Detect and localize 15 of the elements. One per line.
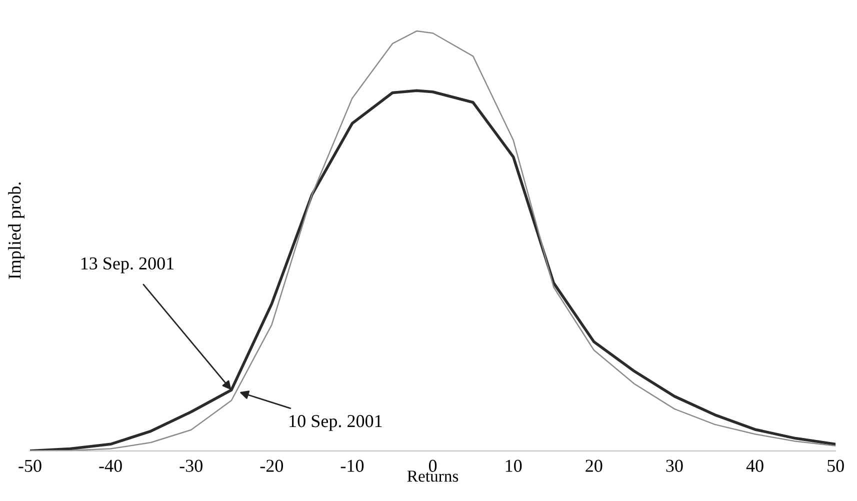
y-axis-title: Implied prob. xyxy=(8,182,24,279)
x-tick-label: -40 xyxy=(99,460,122,472)
annotation: 13 Sep. 2001 xyxy=(81,257,174,274)
annotation: 10 Sep. 2001 xyxy=(290,415,382,431)
x-tick-label: -50 xyxy=(18,460,42,472)
x-tick-label: 50 xyxy=(828,460,844,472)
x-tick-label: 30 xyxy=(666,460,683,472)
x-tick-label: 20 xyxy=(586,460,602,472)
x-tick-label: 40 xyxy=(746,460,764,472)
x-axis-title: Returns xyxy=(407,470,458,482)
x-tick-label: -20 xyxy=(260,460,284,472)
x-tick-label: -30 xyxy=(180,460,202,472)
x-tick-label: -10 xyxy=(340,460,364,472)
x-tick-label: 0 xyxy=(428,460,437,472)
x-tick-label: 10 xyxy=(506,460,522,472)
